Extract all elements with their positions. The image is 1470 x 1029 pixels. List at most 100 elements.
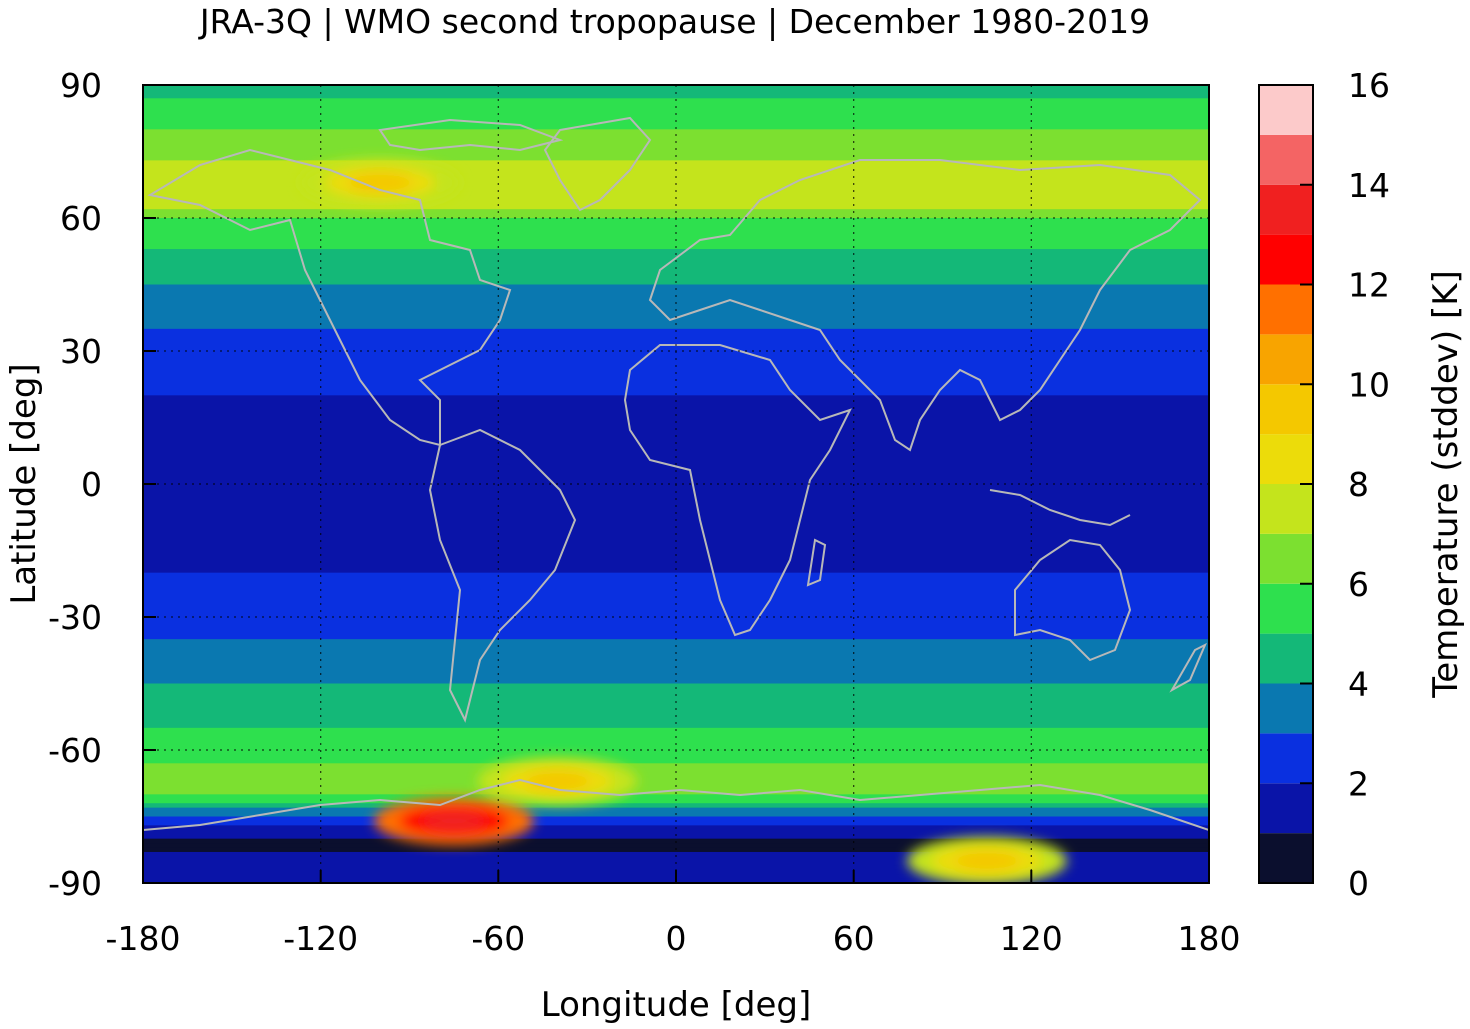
colorbar-tick-label: 10	[1348, 365, 1390, 404]
y-tick-label: -90	[48, 864, 102, 903]
heatmap-band	[143, 107, 1209, 113]
coastline-north-america	[147, 148, 512, 447]
heatmap-band	[143, 732, 1209, 738]
coastline-south-america	[428, 428, 577, 723]
colorbar-tick-label: 14	[1348, 166, 1390, 205]
heatmap-band	[143, 253, 1209, 259]
colorbar-tick-label: 4	[1348, 665, 1369, 704]
heatmap-band	[143, 541, 1209, 547]
colorbar-segment	[1259, 484, 1313, 534]
heatmap-band	[143, 816, 1209, 822]
heatmap-hotspot	[954, 850, 1019, 871]
heatmap-band	[143, 585, 1209, 591]
coastlines	[143, 116, 1209, 831]
heatmap-band	[143, 271, 1209, 277]
heatmap-band	[143, 351, 1209, 357]
colorbar-tick-label: 6	[1348, 565, 1369, 604]
y-tick-label: 60	[60, 199, 102, 238]
colorbar-segment	[1259, 85, 1313, 135]
heatmap-band	[143, 355, 1209, 361]
heatmap-band	[143, 333, 1209, 339]
heatmap-band	[143, 843, 1209, 849]
heatmap-band	[143, 820, 1209, 826]
colorbar-tick-labels: 16 14 12 10 8 6 4 2 0	[1348, 66, 1390, 903]
x-axis	[142, 870, 1210, 883]
heatmap-band	[143, 714, 1209, 720]
y-tick-label: 0	[81, 465, 102, 504]
colorbar-segment	[1259, 733, 1313, 784]
heatmap-band	[143, 382, 1209, 388]
colorbar-segment	[1259, 533, 1313, 584]
heatmap-band	[143, 683, 1209, 689]
heatmap-band	[143, 865, 1209, 871]
coastline-arctic-islands	[378, 118, 564, 152]
heatmap-band	[143, 506, 1209, 512]
heatmap-band	[143, 235, 1209, 241]
heatmap-band	[143, 501, 1209, 507]
heatmap-band	[143, 537, 1209, 543]
heatmap-band	[143, 661, 1209, 667]
coastline-antarctica	[143, 778, 1209, 831]
heatmap-band	[143, 421, 1209, 427]
heatmap-band	[143, 200, 1209, 206]
heatmap-band	[143, 621, 1209, 627]
heatmap-hotspot	[347, 172, 412, 193]
colorbar-segment	[1259, 633, 1313, 684]
heatmap-band	[143, 191, 1209, 197]
heatmap-band	[143, 133, 1209, 139]
heatmap-band	[143, 129, 1209, 135]
heatmap-band	[143, 457, 1209, 463]
heatmap-band	[143, 625, 1209, 631]
x-axis-label: Longitude [deg]	[541, 985, 812, 1025]
heatmap-band	[143, 275, 1209, 281]
heatmap-band	[143, 319, 1209, 325]
heatmap-band	[143, 346, 1209, 352]
heatmap-band	[143, 466, 1209, 472]
heatmap-band	[143, 803, 1209, 809]
heatmap-band	[143, 151, 1209, 157]
heatmap-band	[143, 470, 1209, 476]
heatmap-band	[143, 249, 1209, 255]
heatmap-band	[143, 750, 1209, 756]
colorbar-frame	[1258, 84, 1314, 884]
heatmap-band	[143, 568, 1209, 574]
heatmap-band	[143, 603, 1209, 609]
heatmap-band	[143, 710, 1209, 716]
y-tick-labels: 90 60 30 0 -30 -60 -90	[48, 66, 102, 903]
heatmap-band	[143, 736, 1209, 742]
chart-title: JRA-3Q | WMO second tropopause | Decembe…	[198, 2, 1150, 41]
heatmap-band	[143, 665, 1209, 671]
heatmap-band	[143, 687, 1209, 693]
heatmap-band	[143, 758, 1209, 764]
heatmap-band	[143, 386, 1209, 392]
heatmap-band	[143, 324, 1209, 330]
heatmap-band	[143, 532, 1209, 538]
heatmap-band	[143, 204, 1209, 210]
heatmap-band	[143, 240, 1209, 246]
heatmap-band	[143, 85, 1209, 91]
heatmap-band	[143, 93, 1209, 99]
heatmap-band	[143, 120, 1209, 126]
heatmap-band	[143, 652, 1209, 658]
colorbar-segment	[1259, 683, 1313, 734]
x-tick-label: 60	[833, 919, 875, 958]
heatmap-band	[143, 373, 1209, 379]
heatmap-band	[143, 311, 1209, 317]
heatmap-band	[143, 563, 1209, 569]
heatmap-band	[143, 581, 1209, 587]
heatmap-band	[143, 297, 1209, 303]
heatmap-band	[143, 302, 1209, 308]
heatmap-band	[143, 226, 1209, 232]
heatmap-band	[143, 851, 1209, 857]
heatmap-band	[143, 430, 1209, 436]
x-tick-label: -120	[283, 919, 358, 958]
x-tick-label: 120	[1000, 919, 1063, 958]
coastline-greenland	[543, 116, 652, 212]
y-tick-label: -30	[48, 598, 102, 637]
heatmap-band	[143, 550, 1209, 556]
x-tick-label: -60	[471, 919, 525, 958]
heatmap-band	[143, 696, 1209, 702]
heatmap-band	[143, 829, 1209, 835]
heatmap-band	[143, 178, 1209, 184]
colorbar-segments	[1259, 85, 1313, 883]
